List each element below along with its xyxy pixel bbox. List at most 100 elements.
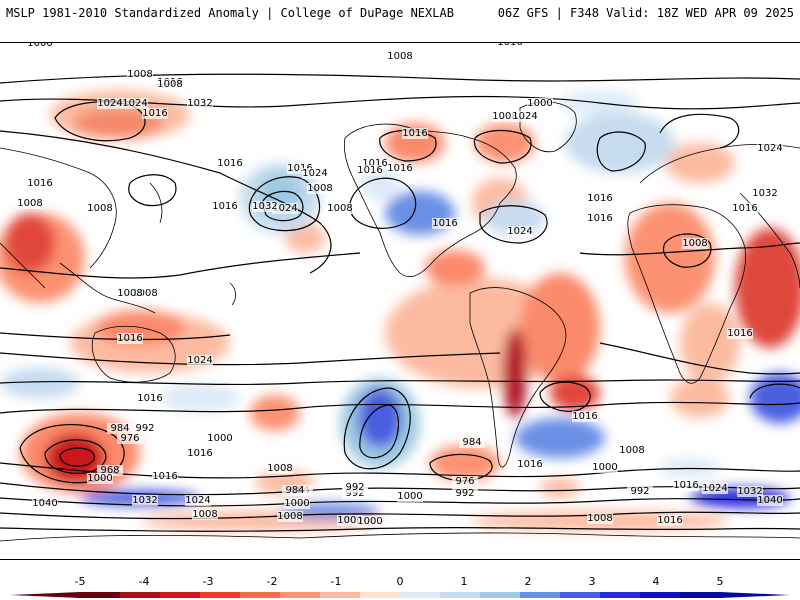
isobar xyxy=(0,379,800,386)
isobar-label: 1016 xyxy=(587,213,612,224)
colorbar-swatch xyxy=(320,592,361,598)
isobar-label: 1008 xyxy=(117,288,142,299)
isobar-label: 1008 xyxy=(682,238,707,249)
isobar-label: 1016 xyxy=(187,448,212,459)
coastline xyxy=(149,182,163,224)
isobar xyxy=(59,447,95,467)
isobar-label: 1008 xyxy=(492,111,517,122)
isobar-label: 1008 xyxy=(277,511,302,522)
colorbar-swatches xyxy=(10,592,790,598)
colorbar-swatch xyxy=(160,592,201,598)
isobar-label: 1016 xyxy=(657,515,682,526)
isobar-label: 1016 xyxy=(732,203,757,214)
isobar-label: 976 xyxy=(455,476,474,487)
isobar-label-bg xyxy=(97,465,123,476)
isobar xyxy=(0,130,332,274)
isobar-label: 1016 xyxy=(357,165,382,176)
isobar-label-bg xyxy=(387,163,413,174)
coastline xyxy=(91,325,176,383)
isobar-label: 1008 xyxy=(192,509,217,520)
isobar-label: 1032 xyxy=(737,486,762,497)
isobar xyxy=(248,176,321,232)
isobar-label-bg xyxy=(337,515,363,526)
isobar-label-bg xyxy=(587,213,613,224)
colorbar-tick-label: 4 xyxy=(653,575,660,588)
isobar-label-bg xyxy=(587,193,613,204)
isobar-label-bg xyxy=(752,188,778,199)
anomaly-negative-region xyxy=(425,250,485,286)
isobar-label: 1016 xyxy=(217,158,242,169)
isobar-label-bg xyxy=(402,128,428,139)
isobar-label-bg xyxy=(27,43,53,49)
colorbar-swatch xyxy=(120,592,161,598)
coastline xyxy=(0,147,117,269)
colorbar: -5 -4 -3 -2 -1 0 1 2 3 4 5 xyxy=(10,575,790,598)
isobar xyxy=(0,526,800,532)
isobar-label-bg xyxy=(187,355,213,366)
isobar-label-bg xyxy=(32,498,58,509)
isobar xyxy=(0,401,800,414)
isobar-label: 1016 xyxy=(387,163,412,174)
colorbar-swatch xyxy=(440,592,481,598)
isobar-label-bg xyxy=(277,511,303,522)
anomaly-positive-region xyxy=(565,113,675,173)
isobar-label-bg xyxy=(682,238,708,249)
colorbar-tick-label: -3 xyxy=(203,575,214,588)
colorbar-swatch xyxy=(680,592,721,598)
isobar-label: 1032 xyxy=(187,98,212,109)
isobar-label: 992 xyxy=(455,488,474,499)
isobar xyxy=(0,252,361,279)
isobar-label-bg xyxy=(737,486,763,497)
anomaly-negative-region xyxy=(680,303,740,383)
isobar-label: 1000 xyxy=(357,516,382,527)
anomaly-negative-region xyxy=(503,328,527,418)
isobar-label: 1016 xyxy=(152,471,177,482)
isobar xyxy=(579,242,800,256)
isobar-label: 1016 xyxy=(117,333,142,344)
colorbar-min-arrow xyxy=(10,592,80,598)
isobar-label: 1040 xyxy=(757,495,782,506)
anomaly-negative-region xyxy=(520,273,600,383)
isobar-label-bg xyxy=(452,476,478,487)
isobar-label-bg xyxy=(459,437,485,448)
isobar-label: 1024 xyxy=(122,98,147,109)
anomaly-negative-region xyxy=(250,395,300,431)
isobar-label: 1024 xyxy=(507,226,532,237)
isobar-label: 992 xyxy=(135,423,154,434)
isobar-label: 976 xyxy=(120,433,139,444)
isobar-label-bg xyxy=(397,491,423,502)
colorbar-swatch xyxy=(600,592,641,598)
isobar-label-bg xyxy=(217,158,243,169)
isobar-label: 1008 xyxy=(87,203,112,214)
isobar-label: 1016 xyxy=(673,480,698,491)
anomaly-negative-region xyxy=(665,143,735,183)
isobar-label: 1008 xyxy=(307,183,332,194)
anomaly-positive-region xyxy=(0,368,80,398)
colorbar-tick-label: 5 xyxy=(717,575,724,588)
isobar-label-bg xyxy=(152,471,178,482)
isobar xyxy=(0,352,501,366)
anomaly-positive-region xyxy=(160,383,240,413)
colorbar-swatch xyxy=(480,592,521,598)
isobar-label-bg xyxy=(387,51,413,62)
coastline xyxy=(0,532,800,542)
isobar-label-bg xyxy=(362,158,388,169)
isobar-label-bg xyxy=(282,485,308,496)
isobar-label: 1000 xyxy=(337,515,362,526)
isobar-label-bg xyxy=(272,203,298,214)
isobar-label: 1032 xyxy=(252,201,277,212)
isobar-label: 1016 xyxy=(287,163,312,174)
anomaly-negative-region xyxy=(73,108,163,138)
isobar-label-bg xyxy=(357,165,383,176)
isobar xyxy=(539,381,591,412)
isobar-label-bg xyxy=(342,488,368,499)
colorbar-tick-label: -2 xyxy=(267,575,278,588)
isobar-label-bg xyxy=(127,69,153,80)
isobar-label-bg xyxy=(572,411,598,422)
isobar-label: 1024 xyxy=(187,355,212,366)
colorbar-swatch xyxy=(640,592,681,598)
isobar-label-bg xyxy=(142,108,168,119)
anomaly-negative-region xyxy=(625,203,715,313)
anomaly-negative-region xyxy=(540,478,580,498)
isobar-label: 1016 xyxy=(587,193,612,204)
